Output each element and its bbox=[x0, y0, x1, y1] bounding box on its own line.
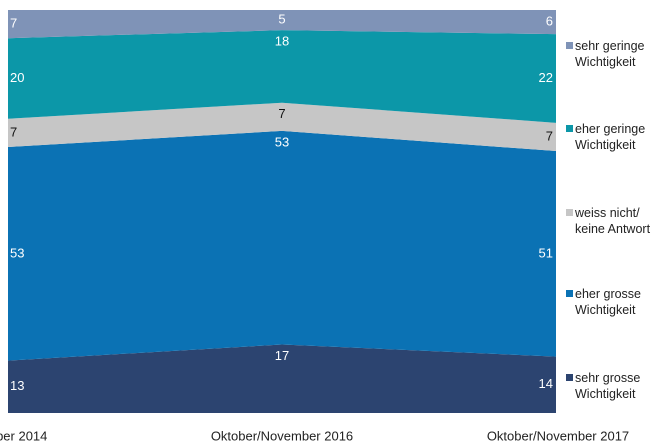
legend-label: weiss nicht/ keine Antwort bbox=[575, 206, 651, 236]
legend-label: sehr grosse Wichtigkeit bbox=[575, 371, 641, 401]
value-label: 6 bbox=[546, 14, 553, 29]
value-label: 7 bbox=[546, 128, 553, 143]
legend-swatch bbox=[566, 209, 573, 216]
value-label: 13 bbox=[10, 378, 24, 393]
legend-swatch bbox=[566, 290, 573, 297]
legend-swatch bbox=[566, 374, 573, 381]
x-tick-label: Oktober 2014 bbox=[0, 428, 47, 443]
value-label: 51 bbox=[539, 245, 553, 260]
legend-swatch bbox=[566, 42, 573, 49]
value-label: 17 bbox=[275, 348, 289, 363]
value-label: 7 bbox=[10, 124, 17, 139]
value-label: 53 bbox=[10, 245, 24, 260]
value-label: 20 bbox=[10, 70, 24, 85]
legend-label: eher geringe Wichtigkeit bbox=[575, 122, 646, 152]
legend-label: eher grosse Wichtigkeit bbox=[575, 287, 642, 317]
value-label: 18 bbox=[275, 34, 289, 49]
value-label: 7 bbox=[278, 106, 285, 121]
x-tick-label: Oktober/November 2017 bbox=[487, 428, 629, 443]
area bbox=[8, 30, 556, 123]
legend-label: sehr geringe Wichtigkeit bbox=[575, 39, 645, 69]
value-label: 22 bbox=[539, 70, 553, 85]
value-label: 5 bbox=[278, 12, 285, 27]
area bbox=[8, 130, 556, 361]
value-label: 14 bbox=[539, 376, 553, 391]
x-tick-label: Oktober/November 2016 bbox=[211, 428, 353, 443]
area bbox=[8, 10, 556, 39]
area bbox=[8, 344, 556, 413]
area bbox=[8, 102, 556, 152]
legend-swatch bbox=[566, 125, 573, 132]
value-label: 7 bbox=[10, 16, 17, 31]
value-label: 53 bbox=[275, 134, 289, 149]
